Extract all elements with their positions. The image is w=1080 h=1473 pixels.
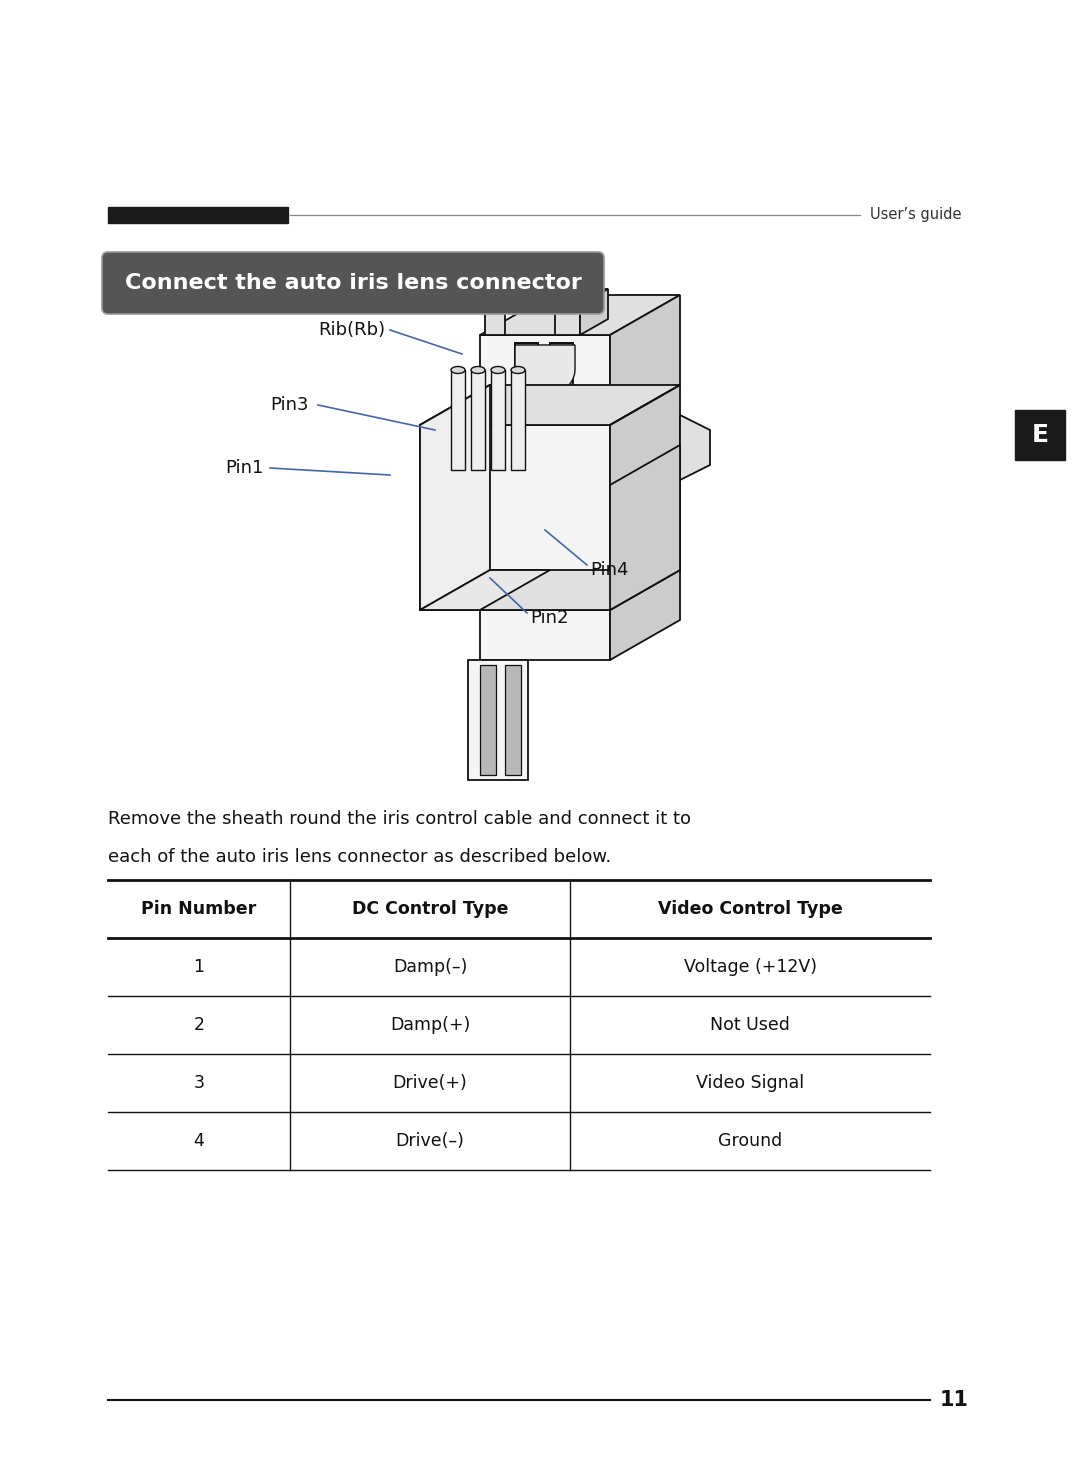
Polygon shape xyxy=(420,570,550,610)
Text: Remove the sheath round the iris control cable and connect it to: Remove the sheath round the iris control… xyxy=(108,810,691,828)
Polygon shape xyxy=(505,664,521,775)
Text: Connect the auto iris lens connector: Connect the auto iris lens connector xyxy=(124,273,581,293)
Polygon shape xyxy=(610,295,680,426)
Bar xyxy=(108,208,288,222)
Text: Ground: Ground xyxy=(718,1131,782,1150)
Polygon shape xyxy=(555,305,580,334)
Polygon shape xyxy=(515,345,575,395)
Polygon shape xyxy=(515,343,538,420)
Text: Pin Number: Pin Number xyxy=(141,900,257,918)
Polygon shape xyxy=(550,343,573,420)
Polygon shape xyxy=(468,660,528,781)
Ellipse shape xyxy=(491,367,505,374)
Polygon shape xyxy=(420,384,680,426)
Polygon shape xyxy=(480,334,610,426)
Text: Drive(–): Drive(–) xyxy=(395,1131,464,1150)
Polygon shape xyxy=(420,570,680,610)
Polygon shape xyxy=(610,384,680,610)
Polygon shape xyxy=(610,384,680,426)
Text: Rib(Rb): Rib(Rb) xyxy=(318,321,386,339)
Text: E: E xyxy=(1031,423,1049,446)
Polygon shape xyxy=(471,370,485,470)
Text: each of the auto iris lens connector as described below.: each of the auto iris lens connector as … xyxy=(108,848,611,866)
Polygon shape xyxy=(511,370,525,470)
Bar xyxy=(1015,409,1065,460)
Polygon shape xyxy=(555,289,608,305)
FancyBboxPatch shape xyxy=(102,252,604,314)
Polygon shape xyxy=(451,370,465,470)
Text: User’s guide: User’s guide xyxy=(870,208,961,222)
Text: Damp(–): Damp(–) xyxy=(393,957,468,977)
Text: Video Control Type: Video Control Type xyxy=(658,900,842,918)
Text: 2: 2 xyxy=(193,1016,204,1034)
Polygon shape xyxy=(610,445,680,610)
Polygon shape xyxy=(480,664,496,775)
Text: Pin2: Pin2 xyxy=(530,608,568,627)
Polygon shape xyxy=(610,570,680,660)
Text: 3: 3 xyxy=(193,1074,204,1091)
Text: 11: 11 xyxy=(940,1391,969,1410)
Ellipse shape xyxy=(471,367,485,374)
Text: Video Signal: Video Signal xyxy=(696,1074,805,1091)
Text: Pin4: Pin4 xyxy=(590,561,629,579)
Polygon shape xyxy=(420,426,610,610)
Text: Drive(+): Drive(+) xyxy=(393,1074,468,1091)
Text: Voltage (+12V): Voltage (+12V) xyxy=(684,957,816,977)
Ellipse shape xyxy=(451,367,465,374)
Polygon shape xyxy=(485,305,505,334)
Text: Damp(+): Damp(+) xyxy=(390,1016,470,1034)
Polygon shape xyxy=(480,610,610,660)
Text: 4: 4 xyxy=(193,1131,204,1150)
Text: Not Used: Not Used xyxy=(710,1016,789,1034)
Polygon shape xyxy=(680,415,710,480)
Text: DC Control Type: DC Control Type xyxy=(352,900,509,918)
Ellipse shape xyxy=(511,367,525,374)
Text: Pin1: Pin1 xyxy=(225,460,264,477)
Polygon shape xyxy=(480,295,680,334)
Text: Pin3: Pin3 xyxy=(270,396,309,414)
Polygon shape xyxy=(491,370,505,470)
Polygon shape xyxy=(580,289,608,334)
Polygon shape xyxy=(420,384,490,610)
Text: 1: 1 xyxy=(193,957,204,977)
